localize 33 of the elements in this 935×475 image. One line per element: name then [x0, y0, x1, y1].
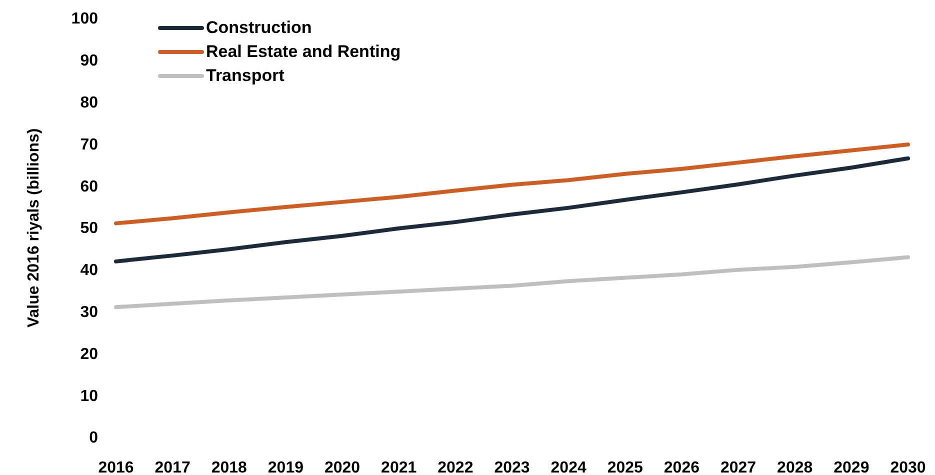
x-tick-label: 2026 [664, 459, 700, 475]
y-tick-label: 10 [80, 388, 98, 405]
y-tick-label: 30 [80, 304, 98, 321]
line-series [114, 142, 910, 226]
x-tick-label: 2027 [720, 459, 756, 475]
legend-label: Real Estate and Renting [206, 42, 401, 62]
legend-label: Transport [206, 66, 284, 86]
y-tick-label: 40 [80, 262, 98, 280]
x-tick-label: 2019 [268, 459, 304, 475]
line-series [114, 255, 910, 310]
x-tick-label: 2028 [777, 459, 813, 475]
x-tick-label: 2017 [154, 459, 190, 475]
x-tick-label: 2021 [381, 459, 417, 475]
x-tick-label: 2025 [607, 459, 644, 475]
y-tick-label: 80 [80, 94, 98, 112]
y-tick-label: 0 [89, 430, 98, 447]
x-tick-label: 2023 [494, 459, 530, 475]
legend-label: Construction [206, 18, 312, 38]
y-tick-label: 50 [80, 220, 98, 238]
y-tick-label: 70 [80, 136, 98, 154]
y-axis-title: Value 2016 riyals (billions) [26, 128, 43, 328]
y-tick-label: 90 [80, 52, 98, 70]
x-tick-label: 2024 [550, 459, 586, 475]
x-tick-label: 2030 [890, 459, 926, 475]
x-tick-label: 2022 [438, 459, 474, 475]
y-tick-label: 20 [80, 346, 98, 363]
x-tick-label: 2029 [834, 459, 870, 475]
x-tick-label: 2016 [98, 459, 134, 475]
line-series [114, 156, 910, 264]
x-tick-label: 2018 [211, 459, 248, 475]
y-tick-label: 60 [80, 178, 98, 196]
y-tick-label: 100 [71, 10, 98, 28]
x-tick-label: 2020 [324, 459, 360, 475]
